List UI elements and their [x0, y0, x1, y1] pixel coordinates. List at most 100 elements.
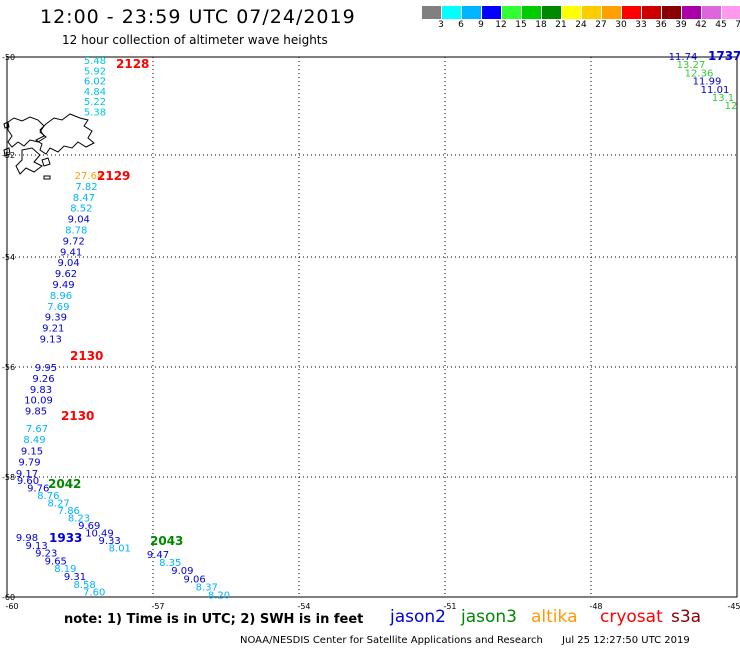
satellite-altika: altika: [531, 607, 578, 627]
wave-height-value: 7.86: [58, 506, 80, 517]
wave-height-value: 9.17: [16, 469, 38, 480]
legend-label: 27: [595, 20, 607, 30]
islet: [41, 157, 51, 167]
wave-height-value: 9.26: [32, 374, 54, 385]
wave-height-value: 9.06: [183, 574, 205, 585]
wave-height-value: 8.96: [50, 291, 72, 302]
islet: [43, 175, 51, 180]
wave-height-value: 8.78: [65, 226, 87, 237]
wave-height-legend: 36912151821242730333639424570(ft): [422, 6, 740, 31]
legend-color-bar: [422, 6, 740, 19]
wave-height-value: 8.23: [68, 514, 90, 525]
legend-label: 12: [495, 20, 507, 30]
wave-height-value: 9.83: [30, 385, 52, 396]
falkland-islands-landmass: [3, 113, 95, 180]
legend-label: 30: [615, 20, 627, 30]
track-labels: 5.485.926.024.845.225.38212827.687.828.4…: [16, 49, 740, 602]
wave-height-value: 9.09: [171, 566, 193, 577]
wave-height-value: 9.31: [64, 572, 86, 583]
legend-swatch: [602, 6, 622, 19]
pass-time-label: 2128: [116, 57, 149, 71]
wave-height-value: 9.41: [60, 247, 82, 258]
legend-swatch: [462, 6, 482, 19]
wave-height-value: 8.37: [196, 582, 218, 593]
wave-height-value: 12.36: [685, 68, 714, 79]
legend-label: 70: [735, 20, 740, 30]
wave-height-value: 8.01: [109, 544, 131, 555]
wave-height-value: 9.95: [35, 363, 57, 374]
legend-label: 21: [555, 20, 567, 30]
legend-swatch: [642, 6, 662, 19]
legend-label: 18: [535, 20, 547, 30]
latitude-label: -56: [2, 363, 15, 372]
legend-label: 33: [635, 20, 647, 30]
satellite-jason2: jason2: [390, 607, 446, 627]
legend-swatch: [442, 6, 462, 19]
legend-label: 6: [458, 20, 464, 30]
legend-label: 36: [655, 20, 667, 30]
longitude-label: -54: [297, 602, 310, 611]
wave-height-value: 9.39: [45, 313, 67, 324]
wave-height-value: 9.23: [35, 549, 57, 560]
wave-height-value: 9.79: [18, 458, 40, 469]
wave-height-value: 7.82: [75, 182, 97, 193]
pass-time-label: 2130: [61, 409, 94, 423]
track-2129: 27.687.828.478.529.048.789.729.419.049.6…: [40, 169, 131, 346]
legend-swatch: [662, 6, 682, 19]
legend-swatch: [522, 6, 542, 19]
legend-swatch: [582, 6, 602, 19]
wave-height-value: 10.49: [85, 529, 114, 540]
map-grid: -50 -52 -54 -56 -58 -60-60 -57 -54 -51 -48 -45: [2, 53, 740, 611]
wave-height-value: 8.20: [208, 591, 230, 602]
wave-height-value: 9.62: [55, 269, 77, 280]
longitude-label: -45: [727, 602, 740, 611]
wave-height-value: 9.47: [147, 550, 169, 561]
legend-label: 42: [695, 20, 707, 30]
wave-height-value: 7.60: [83, 588, 105, 599]
wave-height-value: 9.65: [45, 556, 67, 567]
satellite-cryosat: cryosat: [600, 607, 663, 627]
wave-height-value: 9.60: [17, 476, 39, 487]
generation-timestamp: Jul 25 12:27:50 UTC 2019: [562, 635, 690, 646]
track-2128: 5.485.926.024.845.225.38 2128: [84, 56, 150, 119]
wave-height-value: 9.72: [63, 236, 85, 247]
islet: [3, 147, 11, 157]
wave-height-value: 5.22: [84, 97, 106, 108]
track-2043: 9.478.359.099.068.378.20 2043: [147, 534, 230, 602]
latitude-label: -54: [2, 253, 15, 262]
legend-swatch: [482, 6, 502, 19]
pass-time-label: 1737: [708, 49, 740, 63]
wave-height-value: 8.47: [73, 193, 95, 204]
wave-height-value: 6.02: [84, 77, 106, 88]
wave-height-value: 13.1: [712, 93, 734, 104]
wave-height-value: 10.09: [24, 396, 53, 407]
wave-height-value: 7.69: [47, 302, 69, 313]
pass-time-label: 2129: [97, 169, 130, 183]
wave-height-value: 9.21: [42, 324, 64, 335]
islet: [3, 121, 10, 129]
legend-swatch: [722, 6, 740, 19]
legend-label: 9: [478, 20, 484, 30]
west-falkland-outline: [7, 116, 47, 148]
longitude-label: -60: [5, 602, 18, 611]
longitude-label: -51: [443, 602, 456, 611]
wave-height-value: 9.33: [98, 536, 120, 547]
page-title: 12:00 - 23:59 UTC 07/24/2019: [40, 6, 356, 28]
legend-swatch: [702, 6, 722, 19]
wave-height-value: 9.13: [40, 335, 62, 346]
legend-labels: 36912151821242730333639424570(ft): [422, 19, 740, 31]
legend-label: 45: [715, 20, 727, 30]
wave-height-value: 12: [725, 101, 738, 112]
wave-height-value: 9.15: [21, 446, 43, 457]
latitude-label: -50: [2, 53, 15, 62]
wave-height-value: 9.04: [68, 215, 90, 226]
legend-label: 39: [675, 20, 687, 30]
wave-height-value: 8.76: [37, 491, 59, 502]
page-subtitle: 12 hour collection of altimeter wave hei…: [62, 33, 328, 47]
latitude-label: -60: [2, 593, 15, 602]
longitude-label: -48: [589, 602, 602, 611]
legend-label: 15: [515, 20, 527, 30]
pass-time-label: 2130: [70, 349, 103, 363]
